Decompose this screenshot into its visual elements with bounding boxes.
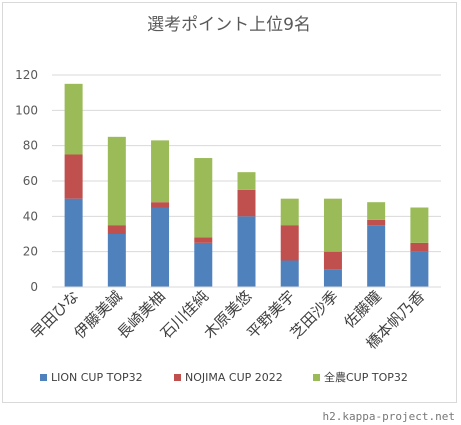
y-tick-label: 0	[30, 280, 38, 294]
bar-segment	[280, 260, 299, 287]
y-tick-label: 60	[23, 174, 38, 188]
legend-swatch	[174, 374, 181, 381]
bar-segment	[367, 202, 386, 220]
chart-title: 選考ポイント上位9名	[147, 15, 311, 35]
bar-segment	[367, 225, 386, 287]
watermark: h2.kappa-project.net	[322, 410, 455, 423]
bar-segment	[64, 83, 83, 155]
legend-label: LION CUP TOP32	[51, 371, 143, 384]
bar-segment	[280, 225, 299, 261]
legend-swatch	[40, 374, 47, 381]
bar-segment	[64, 154, 83, 199]
y-axis-ticks: 0 20 40 60 80 100 120	[15, 68, 38, 294]
y-tick-label: 80	[23, 139, 38, 153]
bar-segment	[237, 216, 256, 287]
bar-segment	[237, 172, 256, 190]
bar-segment	[107, 225, 126, 234]
y-tick-label: 20	[23, 245, 38, 259]
y-tick-label: 40	[23, 209, 38, 223]
bar-segment	[323, 251, 342, 270]
bar-segment	[237, 189, 256, 217]
bar-segment	[107, 234, 126, 287]
y-tick-label: 100	[15, 103, 38, 117]
bar-segment	[323, 269, 342, 287]
legend-swatch	[313, 374, 320, 381]
legend-label: 全農CUP TOP32	[324, 370, 408, 384]
bar-segment	[194, 237, 213, 243]
category-label: 芝田沙季	[287, 287, 342, 342]
bars	[64, 83, 429, 287]
bar-segment	[410, 242, 429, 252]
bar-segment	[194, 158, 213, 238]
bar-segment	[194, 242, 213, 287]
bar-segment	[151, 202, 170, 208]
bar-segment	[151, 140, 170, 203]
bar-segment	[410, 207, 429, 243]
legend: LION CUP TOP32 NOJIMA CUP 2022 全農CUP TOP32	[40, 370, 408, 384]
bar-segment	[410, 251, 429, 287]
bar-segment	[280, 198, 299, 226]
legend-label: NOJIMA CUP 2022	[185, 371, 283, 384]
bar-segment	[64, 198, 83, 287]
bar-segment	[367, 219, 386, 226]
y-tick-label: 120	[15, 68, 38, 82]
bar-segment	[323, 198, 342, 252]
bar-segment	[107, 136, 126, 226]
bar-segment	[151, 207, 170, 287]
